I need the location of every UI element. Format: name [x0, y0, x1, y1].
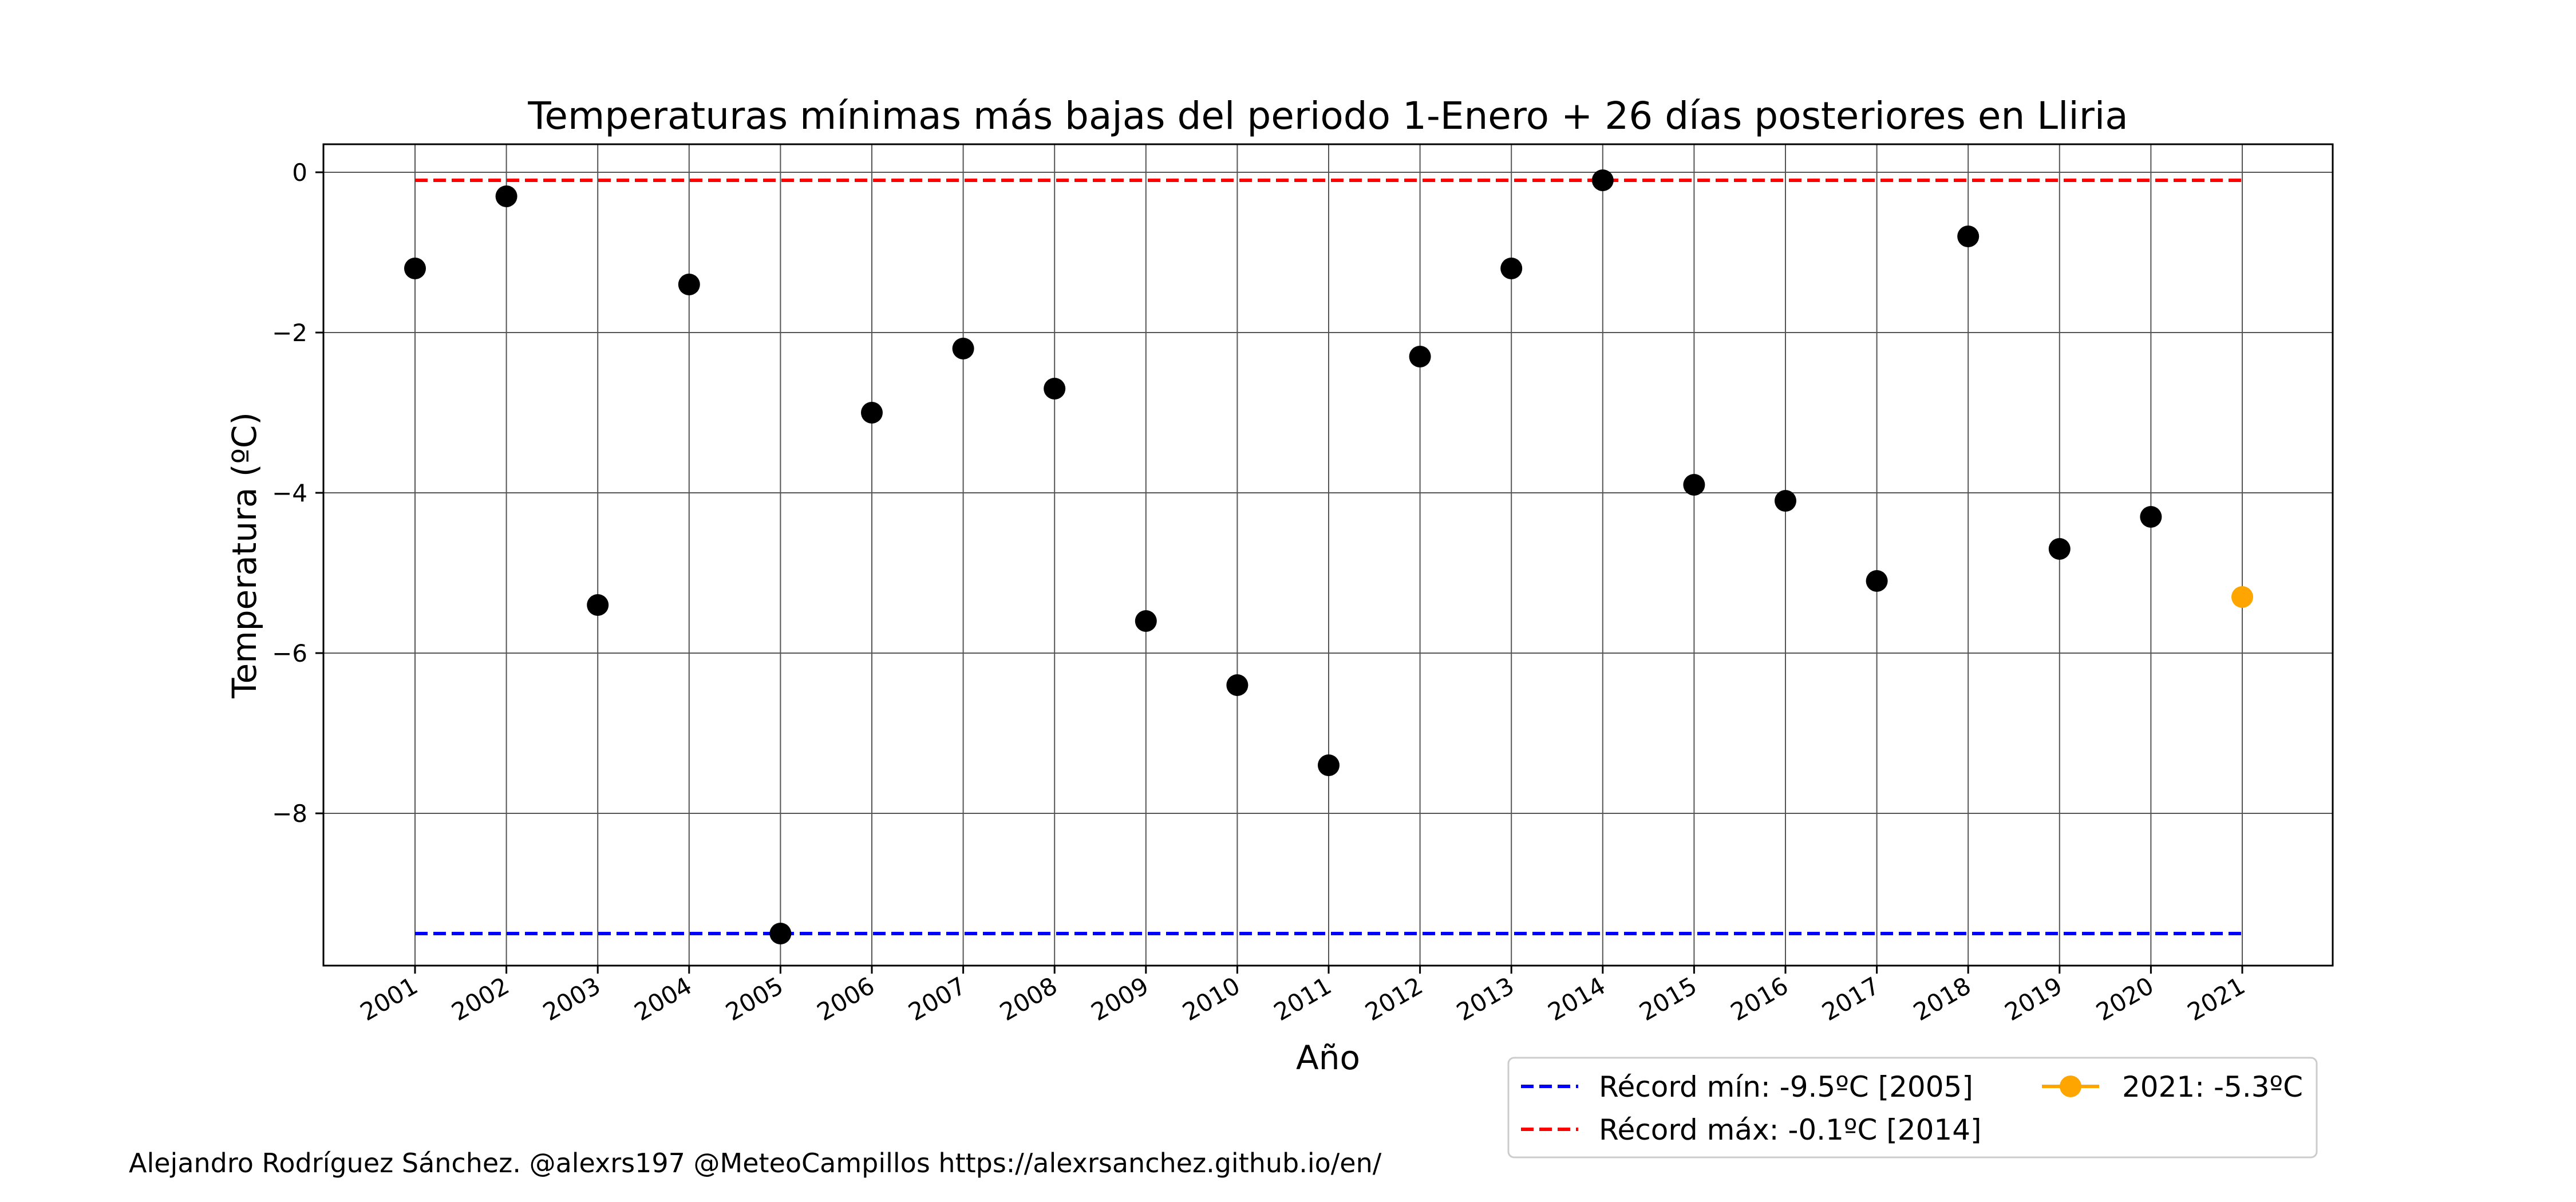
legend-label-record-min: Récord mín: -9.5ºC [2005]: [1599, 1070, 1973, 1104]
x-tick-label: 2015: [1634, 971, 1701, 1026]
legend-box: [1507, 1057, 2318, 1158]
data-points: [404, 169, 2253, 944]
reference-lines: [415, 179, 2242, 935]
x-tick-label: 2002: [447, 971, 514, 1026]
legend-label-record-max: Récord máx: -0.1ºC [2014]: [1599, 1113, 1982, 1146]
y-tick-label: −2: [272, 319, 307, 347]
data-point: [2231, 586, 2253, 608]
x-tick-label: 2008: [995, 971, 1062, 1026]
x-tick-label: 2018: [1909, 971, 1976, 1026]
data-point: [1044, 378, 1066, 400]
data-point: [1135, 610, 1157, 632]
x-tick-label: 2020: [2091, 971, 2158, 1026]
data-point: [1957, 226, 1980, 247]
y-axis-label: Temperatura (ºC): [225, 412, 264, 699]
data-point: [1409, 346, 1431, 367]
data-point: [2048, 538, 2071, 560]
y-axis-ticks: 0 −2 −4 −6 −8: [272, 159, 323, 828]
legend-marker-2021: [2060, 1076, 2081, 1097]
data-point: [587, 594, 609, 616]
data-point: [495, 185, 517, 207]
credit-text: Alejandro Rodríguez Sánchez. @alexrs197 …: [129, 1148, 1382, 1179]
legend-label-2021: 2021: -5.3ºC: [2122, 1070, 2303, 1104]
x-tick-label: 2001: [355, 971, 422, 1026]
data-point: [1591, 169, 1614, 191]
y-tick-label: −8: [272, 800, 307, 828]
x-tick-label: 2013: [1452, 971, 1519, 1026]
x-tick-label: 2012: [1361, 971, 1428, 1026]
x-axis-label: Año: [1296, 1038, 1360, 1077]
x-tick-label: 2021: [2183, 971, 2250, 1026]
data-point: [1500, 258, 1523, 279]
x-tick-label: 2006: [812, 971, 879, 1026]
x-axis-ticks: 2001 2002 2003 2004 2005 2006 2007 2008 2009 2010…: [355, 966, 2250, 1026]
y-tick-label: −6: [272, 639, 307, 667]
data-point: [1318, 754, 1340, 776]
x-tick-label: 2003: [538, 971, 605, 1026]
data-point: [769, 923, 792, 944]
data-point: [1866, 570, 1888, 592]
data-point: [2140, 506, 2162, 528]
x-tick-label: 2017: [1818, 971, 1884, 1026]
x-tick-label: 2014: [1543, 971, 1610, 1026]
x-tick-label: 2004: [630, 971, 697, 1026]
y-tick-label: −4: [272, 479, 307, 507]
data-point: [678, 274, 700, 295]
x-tick-label: 2011: [1269, 971, 1336, 1026]
legend: Récord mín: -9.5ºC [2005] Récord máx: -0…: [1507, 1057, 2318, 1158]
data-point: [952, 338, 974, 359]
chart-title: Temperaturas mínimas más bajas del perio…: [527, 94, 2128, 138]
x-tick-label: 2007: [904, 971, 971, 1026]
grid: [323, 144, 2333, 966]
data-point: [861, 402, 883, 424]
y-tick-label: 0: [292, 159, 307, 187]
data-point: [1683, 474, 1705, 496]
x-tick-label: 2010: [1178, 971, 1244, 1026]
data-point: [1226, 674, 1249, 696]
data-point: [1775, 490, 1796, 512]
x-tick-label: 2016: [1726, 971, 1793, 1026]
data-point: [404, 258, 426, 279]
x-tick-label: 2009: [1086, 971, 1153, 1026]
x-tick-label: 2019: [2000, 971, 2067, 1026]
x-tick-label: 2005: [721, 971, 788, 1026]
